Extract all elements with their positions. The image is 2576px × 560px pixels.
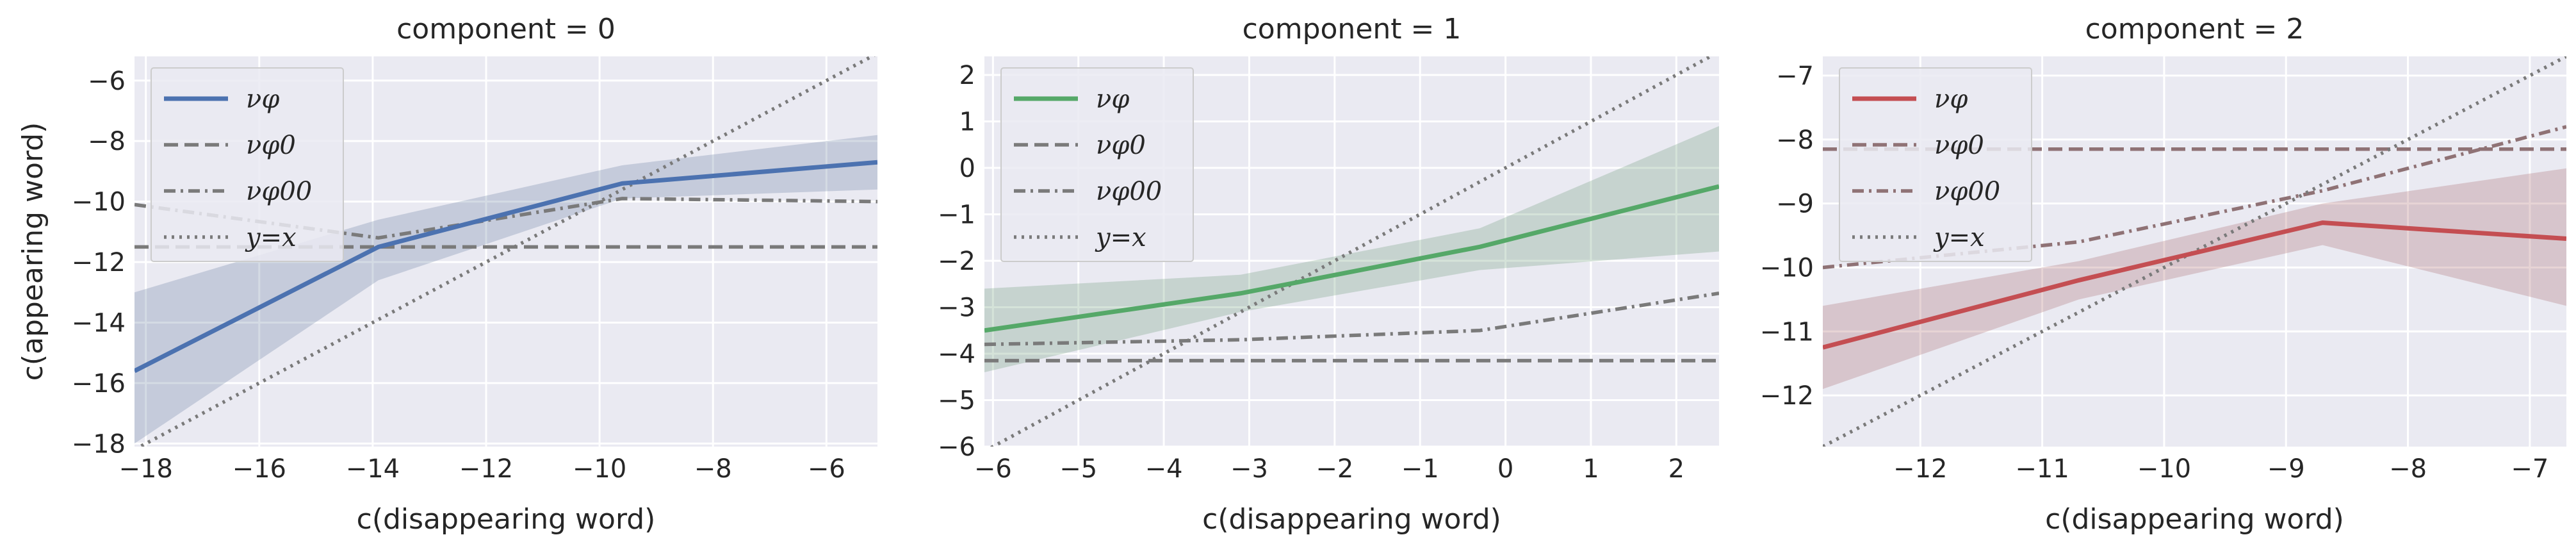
series-line-solid	[1823, 220, 2566, 350]
legend-box	[151, 67, 344, 262]
series-line-dotted	[1823, 56, 2566, 447]
y-tick-label: −3	[938, 293, 975, 323]
legend-label: νφ0	[1934, 131, 1984, 160]
x-axis-label: c(disappearing word)	[2045, 503, 2344, 536]
confidence-band-shade	[1823, 168, 2566, 390]
legend-label: νφ00	[1096, 177, 1162, 206]
confidence-band-shade	[984, 126, 1719, 372]
legend-box	[1000, 67, 1194, 262]
x-tick-label: −3	[1230, 454, 1268, 484]
series-line-solid	[984, 184, 1719, 333]
x-tick-label: −18	[118, 454, 172, 484]
chart-title: component = 1	[1243, 13, 1462, 45]
y-tick-label: −2	[938, 247, 975, 276]
y-tick-label: 1	[959, 108, 975, 137]
y-tick-label: 2	[959, 61, 975, 90]
y-tick-label: −6	[938, 432, 975, 462]
y-tick-label: −11	[1760, 317, 1814, 347]
legend-label: νφ0	[246, 131, 296, 160]
y-tick-label: −6	[88, 67, 126, 96]
x-tick-label: −16	[232, 454, 286, 484]
x-tick-label: 0	[1497, 454, 1513, 484]
x-tick-label: −9	[2267, 454, 2305, 484]
legend-label: νφ	[1934, 85, 1968, 114]
chart-panel-0: −18 −16 −14 −12 −10 −8 −6 −18 −16 −14 −12 −10 −8 −6 co…	[17, 13, 877, 536]
y-tick-label: −18	[72, 429, 126, 459]
x-tick-label: −7	[2511, 454, 2548, 484]
series-line-dotted	[989, 56, 1715, 447]
series-line-solid	[135, 160, 877, 374]
legend-label: νφ	[246, 85, 279, 114]
y-tick-label: −10	[1760, 253, 1814, 283]
x-tick-label: −12	[1893, 454, 1947, 484]
x-tick-label: 1	[1583, 454, 1599, 484]
y-tick-label: −16	[72, 369, 126, 399]
confidence-band	[984, 126, 1719, 372]
legend-box	[1839, 67, 2032, 262]
legend-label: y=x	[1933, 223, 1985, 252]
x-tick-label: −5	[1059, 454, 1097, 484]
x-tick-label: −6	[808, 454, 845, 484]
plot-area	[984, 56, 1719, 447]
x-tick-label: −10	[2137, 454, 2191, 484]
x-axis-label: c(disappearing word)	[357, 503, 656, 536]
x-axis-label: c(disappearing word)	[1202, 503, 1501, 536]
chart-panel-2: −12 −11 −10 −9 −8 −7 −12 −11 −10 −9 −8 −7 component …	[1760, 13, 2566, 536]
y-tick-label: −4	[938, 340, 975, 369]
y-tick-label: −5	[938, 386, 975, 416]
y-tick-label: −8	[1776, 126, 1814, 155]
legend-label: νφ0	[1096, 131, 1146, 160]
legend-label: νφ00	[1934, 177, 2000, 206]
x-tick-label: −14	[346, 454, 400, 484]
x-tick-label: 2	[1668, 454, 1684, 484]
legend-label: νφ	[1096, 85, 1129, 114]
y-tick-label: −12	[72, 248, 126, 277]
y-tick-label: −7	[1776, 62, 1814, 91]
y-tick-label: −8	[88, 127, 126, 156]
x-tick-label: −6	[974, 454, 1012, 484]
y-axis-label: c(appearing word)	[17, 122, 49, 381]
legend-label: νφ00	[246, 177, 312, 206]
x-tick-label: −11	[2015, 454, 2069, 484]
legend-label: y=x	[1095, 223, 1146, 252]
x-tick-label: −1	[1401, 454, 1439, 484]
chart-panel-1: −6 −5 −4 −3 −2 −1 0 1 2 −6 −5 −4 −3 −2 −1 0 1 2 component …	[938, 13, 1719, 536]
x-tick-label: −8	[694, 454, 732, 484]
chart-title: component = 2	[2085, 13, 2304, 45]
y-tick-label: −1	[938, 201, 975, 230]
legend: νφ νφ0 νφ00 y=x	[1839, 67, 2032, 262]
x-tick-label: −4	[1145, 454, 1183, 484]
legend: νφ νφ0 νφ00 y=x	[1000, 67, 1194, 262]
confidence-band	[1823, 168, 2566, 390]
y-tick-label: 0	[959, 154, 975, 183]
series-line-dashdot	[984, 292, 1719, 347]
legend-label: y=x	[245, 223, 297, 252]
confidence-band-shade	[135, 135, 877, 444]
y-tick-label: −12	[1760, 381, 1814, 411]
x-tick-label: −12	[459, 454, 513, 484]
y-tick-label: −10	[72, 188, 126, 217]
x-tick-label: −8	[2389, 454, 2427, 484]
y-tick-label: −14	[72, 308, 126, 338]
legend: νφ νφ0 νφ00 y=x	[151, 67, 344, 262]
x-tick-label: −10	[573, 454, 626, 484]
series-line-dotted	[136, 56, 876, 447]
chart-title: component = 0	[396, 13, 615, 45]
confidence-band	[135, 135, 877, 444]
y-tick-label: −9	[1776, 190, 1814, 219]
x-tick-label: −2	[1316, 454, 1353, 484]
